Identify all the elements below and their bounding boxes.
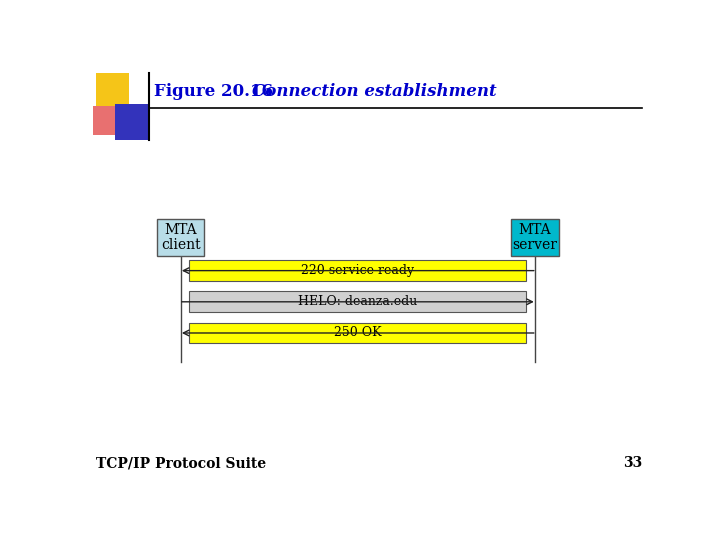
Bar [157, 219, 204, 256]
Text: HELO: deanza.edu: HELO: deanza.edu [298, 295, 418, 308]
Bar [96, 73, 129, 106]
Bar [189, 292, 526, 312]
Text: MTA: MTA [164, 223, 197, 237]
Bar [189, 260, 526, 281]
Text: Figure 20.16: Figure 20.16 [154, 83, 273, 100]
Bar [93, 105, 129, 136]
Text: 220 service ready: 220 service ready [301, 264, 415, 277]
Bar [511, 219, 559, 256]
Text: MTA: MTA [518, 223, 552, 237]
Text: server: server [513, 238, 557, 252]
Bar [115, 104, 148, 140]
Text: Connection establishment: Connection establishment [252, 83, 497, 100]
Text: 250 OK: 250 OK [334, 327, 382, 340]
Bar [189, 322, 526, 343]
Text: client: client [161, 238, 200, 252]
Text: 33: 33 [624, 456, 642, 470]
Text: TCP/IP Protocol Suite: TCP/IP Protocol Suite [96, 456, 266, 470]
